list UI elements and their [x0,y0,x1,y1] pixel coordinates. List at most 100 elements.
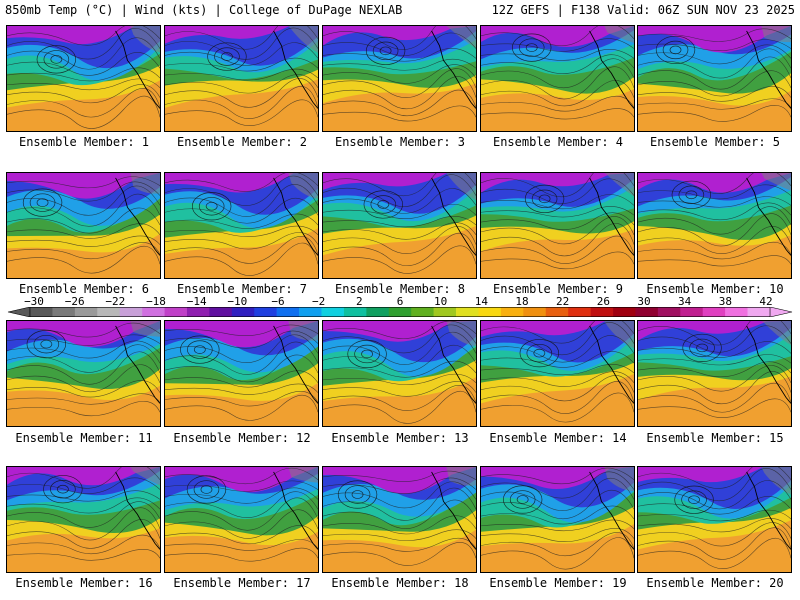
ensemble-member-label: Ensemble Member: 9 [492,282,624,296]
colorbar-segment [590,307,614,317]
ensemble-member-label: Ensemble Member: 15 [646,431,784,445]
temperature-field [7,467,160,572]
colorbar-tick-label: −2 [312,295,326,308]
colorbar-segment [321,307,345,317]
ensemble-member-map [637,466,792,573]
temperature-field [323,321,476,426]
ensemble-member-map [164,25,319,132]
ensemble-member-map [6,172,161,279]
colorbar-segment [725,307,748,317]
colorbar-border [29,307,771,317]
colorbar-segment [702,307,726,317]
header-valid-time: 12Z GEFS | F138 Valid: 06Z SUN NOV 23 20… [491,3,795,17]
colorbar-tick-label: 26 [596,295,610,308]
ensemble-member-label: Ensemble Member: 8 [334,282,466,296]
colorbar-segment [142,307,165,317]
temperature-field [165,321,318,426]
temperature-field [323,173,476,278]
colorbar-tick-label: −26 [64,295,85,308]
temperature-field [481,467,634,572]
colorbar-segment [635,307,659,317]
temperature-field [638,321,791,426]
colorbar-segment [343,307,367,317]
colorbar-tick-label: 22 [556,295,570,308]
colorbar-tick-label: −30 [24,295,44,308]
colorbar-tick-label: 18 [515,295,529,308]
ensemble-member-label: Ensemble Member: 5 [649,135,781,149]
ensemble-member-label: Ensemble Member: 1 [18,135,150,149]
ensemble-member-label: Ensemble Member: 19 [489,576,627,590]
colorbar-segment [411,307,434,317]
colorbar-max-arrow [769,307,793,317]
ensemble-member-map [6,25,161,132]
ensemble-member-map [322,25,477,132]
colorbar-tick-label: −18 [146,295,166,308]
ensemble-member-label: Ensemble Member: 16 [15,576,153,590]
ensemble-member-label: Ensemble Member: 3 [334,135,466,149]
colorbar-segment [209,307,233,317]
colorbar-segment [680,307,704,317]
colorbar-tick-label: 10 [434,295,448,308]
colorbar-segment [657,307,681,317]
ensemble-member-map [322,172,477,279]
ensemble-member-label: Ensemble Member: 7 [176,282,308,296]
temperature-field [165,467,318,572]
ensemble-member-map [637,172,792,279]
colorbar-segment [478,307,502,317]
ensemble-member-label: Ensemble Member: 20 [646,576,784,590]
colorbar-tick-labels: −30 −26 −22 −18 −14 −10 −6 −2 2 6 10 14 18 22 26 30 34 38… [0,296,800,308]
temperature-field [323,467,476,572]
colorbar-tick-label: 6 [396,295,404,308]
temperature-field [7,321,160,426]
ensemble-member-label: Ensemble Member: 10 [646,282,784,296]
colorbar-segment [568,307,591,317]
colorbar-segment [164,307,188,317]
ensemble-member-label: Ensemble Member: 17 [173,576,311,590]
temperature-colorbar: −30 −26 −22 −18 −14 −10 −6 −2 2 6 10 14 18 22 26 30 34 38… [0,296,800,318]
temperature-field [638,26,791,131]
temperature-field [481,26,634,131]
ensemble-member-label: Ensemble Member: 14 [489,431,627,445]
temperature-field [165,173,318,278]
colorbar-tick-label: 34 [678,295,692,308]
colorbar-segment [186,307,210,317]
colorbar-tick-label: 30 [637,295,651,308]
ensemble-member-map [637,320,792,427]
temperature-field [165,26,318,131]
colorbar-strip [7,307,793,317]
colorbar-tick-label: 14 [474,295,488,308]
colorbar-tick-label: 42 [759,295,773,308]
header-title: 850mb Temp (°C) | Wind (kts) | College o… [5,3,403,17]
ensemble-member-map [322,320,477,427]
colorbar-segment [74,307,98,317]
ensemble-member-map [480,172,635,279]
ensemble-member-label: Ensemble Member: 4 [492,135,624,149]
colorbar-segment [366,307,390,317]
ensemble-member-map [6,320,161,427]
colorbar-segment [545,307,569,317]
ensemble-member-map [164,320,319,427]
colorbar-segment [500,307,524,317]
ensemble-member-label: Ensemble Member: 2 [176,135,308,149]
temperature-field [7,26,160,131]
ensemble-member-map [637,25,792,132]
ensemble-member-map [322,466,477,573]
colorbar-segment [388,307,412,317]
colorbar-segment [97,307,120,317]
colorbar-segment [747,307,771,317]
ensemble-member-map [480,466,635,573]
colorbar-tick-label: −14 [186,295,207,308]
temperature-field [638,173,791,278]
ensemble-member-label: Ensemble Member: 12 [173,431,311,445]
ensemble-member-map [480,25,635,132]
temperature-field [481,173,634,278]
colorbar-segment [433,307,457,317]
temperature-field [7,173,160,278]
colorbar-segment [119,307,143,317]
colorbar-segment [254,307,277,317]
colorbar-segment [299,307,322,317]
colorbar-segment [30,307,53,317]
colorbar-tick-label: −6 [271,295,285,308]
ensemble-member-map [6,466,161,573]
ensemble-member-label: Ensemble Member: 18 [331,576,469,590]
